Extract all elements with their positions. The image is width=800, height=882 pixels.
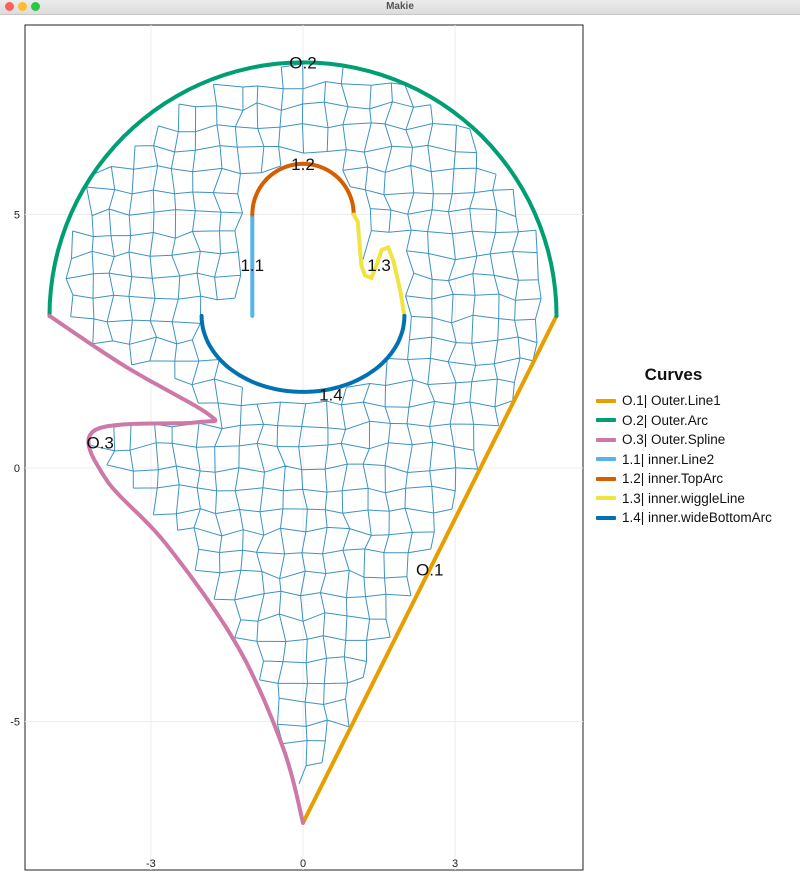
legend-entry: O.3| Outer.Spline	[596, 430, 796, 450]
legend-title: Curves	[644, 365, 703, 384]
close-window-button[interactable]	[5, 2, 14, 11]
maximize-window-button[interactable]	[31, 2, 40, 11]
curve-label: 1.1	[240, 256, 264, 275]
legend-swatch	[596, 457, 616, 462]
curve-labels: O.1 O.2 O.3 1.1 1.2 1.3 1.4	[86, 53, 443, 579]
legend-entry: 1.3| inner.wiggleLine	[596, 489, 796, 509]
axis-ticks: -3 0 3 -5 0 5	[10, 210, 458, 871]
legend-swatch	[596, 418, 616, 423]
legend-entry: 1.2| inner.TopArc	[596, 469, 796, 489]
legend-label: O.1| Outer.Line1	[622, 393, 721, 409]
curve-label: O.1	[416, 560, 443, 579]
curve-label: 1.2	[291, 155, 315, 174]
legend-swatch	[596, 496, 616, 501]
mesh-edges	[65, 63, 542, 784]
curve-label: O.2	[289, 53, 316, 72]
curve-1-3	[351, 212, 407, 318]
minimize-window-button[interactable]	[18, 2, 27, 11]
legend-swatch	[596, 398, 616, 403]
y-tick-label: -5	[10, 717, 20, 729]
window-titlebar: Makie	[0, 0, 800, 15]
curve-label: 1.3	[367, 256, 391, 275]
legend-label: 1.2| inner.TopArc	[622, 471, 724, 487]
curve-O-1	[301, 313, 559, 825]
legend-swatch	[596, 476, 616, 481]
legend-label: 1.4| inner.wideBottomArc	[622, 510, 772, 526]
y-tick-label: 5	[14, 210, 20, 222]
x-tick-label: -3	[146, 858, 156, 870]
y-tick-label: 0	[14, 463, 20, 475]
curve-label: 1.4	[319, 385, 343, 404]
mesh-edge-paths	[65, 63, 542, 784]
curve-1-2	[250, 161, 356, 217]
x-tick-label: 0	[300, 858, 306, 870]
mesh-plot: O.1 O.2 O.3 1.1 1.2 1.3 1.4 -3 0 3 -5 0 5	[10, 24, 584, 871]
legend-entry: 1.1| inner.Line2	[596, 450, 796, 470]
legend-label: O.3| Outer.Spline	[622, 432, 726, 448]
legend-entry: O.2| Outer.Arc	[596, 411, 796, 431]
legend-swatch	[596, 437, 616, 442]
legend-entry: O.1| Outer.Line1	[596, 391, 796, 411]
legend-swatch	[596, 515, 616, 520]
legend-label: 1.3| inner.wiggleLine	[622, 490, 745, 506]
legend-label: O.2| Outer.Arc	[622, 412, 709, 428]
boundary-curves	[47, 60, 559, 825]
curve-O-3	[47, 313, 305, 825]
window-title: Makie	[386, 1, 414, 12]
curve-label: O.3	[86, 434, 113, 453]
legend-entry: 1.4| inner.wideBottomArc	[596, 508, 796, 528]
x-tick-label: 3	[452, 858, 458, 870]
curve-1-4	[199, 313, 407, 394]
legend-label: 1.1| inner.Line2	[622, 451, 715, 467]
curve-O-2	[47, 60, 559, 318]
legend: Curves O.1| Outer.Line1 O.2| Outer.Arc O.3…	[596, 365, 796, 528]
grid-lines	[25, 25, 583, 870]
